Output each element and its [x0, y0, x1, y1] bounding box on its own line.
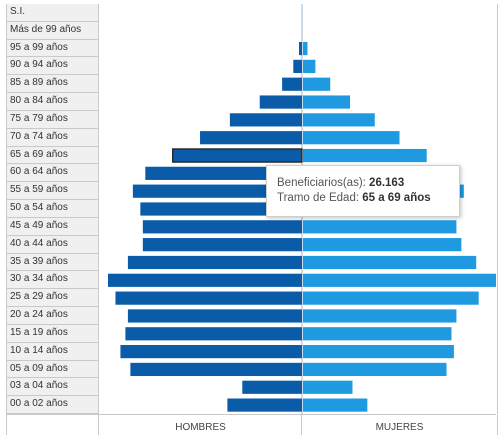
- bar-hombres[interactable]: [115, 291, 302, 305]
- bar-mujeres[interactable]: [303, 41, 308, 56]
- bar-mujeres[interactable]: [303, 380, 353, 394]
- age-label: 03 a 04 años: [7, 378, 99, 397]
- age-label: 85 a 89 años: [7, 75, 99, 94]
- age-label: 50 a 54 años: [7, 200, 99, 218]
- bar-mujeres[interactable]: [303, 398, 368, 412]
- age-label: 15 a 19 años: [7, 324, 99, 343]
- age-label: 55 a 59 años: [7, 182, 99, 201]
- bar-mujeres[interactable]: [303, 327, 452, 341]
- age-label: 00 a 02 años: [7, 396, 99, 414]
- age-label: 75 a 79 años: [7, 110, 99, 129]
- tooltip-group: 65 a 69 años: [362, 192, 431, 204]
- tooltip-value-line: Beneficiarios(as): 26.163: [277, 176, 459, 191]
- bar-hombres[interactable]: [293, 59, 302, 73]
- bar-mujeres[interactable]: [303, 95, 351, 109]
- bar-hombres[interactable]: [142, 220, 302, 234]
- bar-hombres[interactable]: [132, 184, 302, 198]
- age-label: 70 a 74 años: [7, 128, 99, 147]
- bar-hombres[interactable]: [127, 255, 303, 270]
- axis-footer: HOMBRES MUJERES: [6, 414, 498, 436]
- bar-mujeres[interactable]: [303, 238, 462, 252]
- bar-hombres[interactable]: [299, 41, 302, 56]
- bar-hombres[interactable]: [229, 113, 302, 127]
- bar-mujeres[interactable]: [303, 291, 479, 305]
- bar-hombres[interactable]: [259, 95, 302, 109]
- age-label: 35 a 39 años: [7, 253, 99, 272]
- bar-hombres[interactable]: [130, 362, 302, 377]
- tooltip-value-label: Beneficiarios(as):: [277, 177, 370, 189]
- age-label: 65 a 69 años: [7, 146, 99, 165]
- age-label: 20 a 24 años: [7, 307, 99, 325]
- pyramid-chart: [108, 4, 496, 414]
- age-label: 25 a 29 años: [7, 289, 99, 308]
- age-label: 40 a 44 años: [7, 235, 99, 254]
- bar-mujeres[interactable]: [303, 148, 427, 163]
- bar-mujeres[interactable]: [303, 113, 375, 127]
- bar-mujeres[interactable]: [303, 362, 447, 377]
- age-label: 10 a 14 años: [7, 342, 99, 361]
- tooltip-group-line: Tramo de Edad: 65 a 69 años: [277, 191, 459, 206]
- bar-hombres[interactable]: [172, 148, 303, 163]
- bar-hombres[interactable]: [125, 327, 303, 341]
- bar-hombres[interactable]: [120, 345, 302, 359]
- age-label: 95 a 99 años: [7, 39, 99, 58]
- bar-hombres[interactable]: [200, 131, 302, 145]
- bar-hombres[interactable]: [282, 77, 302, 91]
- tooltip-group-label: Tramo de Edad:: [277, 192, 363, 204]
- bar-mujeres[interactable]: [303, 59, 316, 73]
- bar-hombres[interactable]: [127, 309, 303, 323]
- bar-mujeres[interactable]: [303, 77, 331, 91]
- bar-hombres[interactable]: [108, 273, 302, 287]
- bar-mujeres[interactable]: [303, 273, 496, 287]
- age-label: 90 a 94 años: [7, 57, 99, 76]
- age-label: 30 a 34 años: [7, 271, 99, 290]
- age-label: 60 a 64 años: [7, 164, 99, 183]
- age-label: 05 a 09 años: [7, 360, 99, 379]
- age-label: S.I.: [7, 4, 99, 22]
- age-label: 45 a 49 años: [7, 217, 99, 236]
- bar-tooltip: Beneficiarios(as): 26.163 Tramo de Edad:…: [266, 165, 460, 217]
- age-label: Más de 99 años: [7, 21, 99, 40]
- footer-mujeres-label: MUJERES: [301, 415, 498, 435]
- bar-mujeres[interactable]: [303, 309, 457, 323]
- footer-hombres-label: HOMBRES: [98, 415, 302, 435]
- bar-mujeres[interactable]: [303, 131, 400, 145]
- age-label: 80 a 84 años: [7, 93, 99, 111]
- bar-hombres[interactable]: [140, 202, 302, 216]
- bar-hombres[interactable]: [227, 398, 302, 412]
- bar-hombres[interactable]: [142, 238, 302, 252]
- bar-hombres[interactable]: [145, 166, 302, 180]
- footer-spacer: [6, 415, 99, 435]
- bar-mujeres[interactable]: [303, 345, 454, 359]
- pyramid-plot-area: [98, 4, 498, 414]
- bar-mujeres[interactable]: [303, 255, 477, 270]
- tooltip-value: 26.163: [369, 177, 405, 189]
- age-group-labels: S.I. Más de 99 años 95 a 99 años 90 a 94 añ…: [6, 4, 99, 414]
- bar-mujeres[interactable]: [303, 220, 457, 234]
- bar-hombres[interactable]: [242, 380, 302, 394]
